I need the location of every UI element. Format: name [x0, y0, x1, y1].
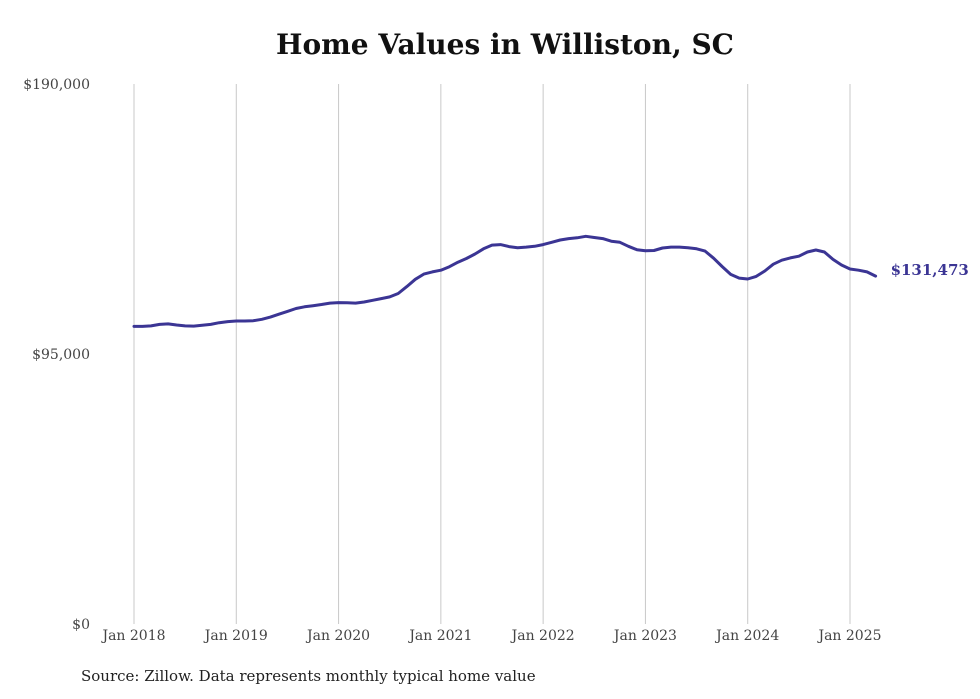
x-tick-label: Jan 2021: [407, 628, 472, 644]
x-tick-label: Jan 2018: [100, 628, 165, 644]
last-value-label: $131,473: [891, 261, 969, 279]
chart-title: Home Values in Williston, SC: [276, 28, 734, 61]
source-note: Source: Zillow. Data represents monthly …: [81, 667, 536, 685]
home-value-line: [132, 234, 878, 328]
x-tick-label: Jan 2023: [612, 628, 677, 644]
x-tick-label: Jan 2020: [305, 628, 370, 644]
y-axis-ticks: $0 $95,000 $190,000: [23, 77, 90, 633]
gridlines: [133, 84, 851, 624]
x-axis-ticks: Jan 2018 Jan 2019 Jan 2020 Jan 2021 Jan 2022…: [100, 628, 881, 644]
y-tick-label: $95,000: [32, 347, 90, 363]
x-tick-label: Jan 2025: [816, 628, 881, 644]
x-tick-label: Jan 2019: [203, 628, 268, 644]
y-tick-label: $190,000: [23, 77, 90, 93]
x-tick-label: Jan 2024: [714, 628, 779, 644]
x-tick-label: Jan 2022: [510, 628, 575, 644]
y-tick-label: $0: [72, 617, 90, 633]
